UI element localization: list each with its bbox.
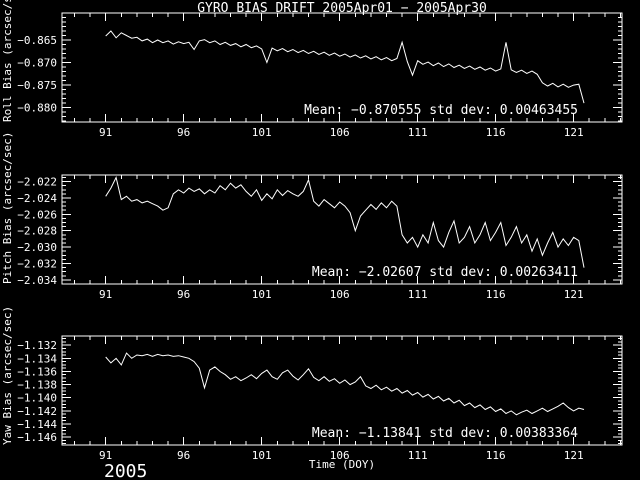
chart-title: GYRO BIAS DRIFT 2005Apr01 − 2005Apr30 (197, 1, 487, 16)
y-tick-label: −1.132 (17, 339, 57, 352)
x-tick-label: 111 (408, 288, 428, 301)
x-tick-label: 91 (99, 126, 112, 139)
x-tick-label: 106 (330, 288, 350, 301)
x-tick-label: 101 (252, 288, 272, 301)
yaw-bias-plot: 91 96 101 106 111 116 121−1.132−1.134−1.136−1.… (17, 335, 623, 462)
pitch-bias-series (105, 176, 585, 268)
y-tick-label: −2.022 (17, 176, 57, 189)
x-tick-label: 91 (99, 449, 112, 462)
x-tick-label: 96 (177, 288, 190, 301)
x-tick-label: 111 (408, 126, 428, 139)
x-tick-label: 121 (564, 288, 584, 301)
y-tick-label: −2.028 (17, 225, 57, 238)
pitch-mean-stats: Mean: −2.02607 std dev: 0.00263411 (311, 265, 578, 280)
x-tick-label: 116 (486, 288, 506, 301)
y-tick-label: −2.030 (17, 241, 57, 254)
y-tick-label: −0.875 (17, 79, 57, 92)
y-tick-label: −1.136 (17, 365, 57, 378)
x-tick-label: 116 (486, 449, 506, 462)
y-tick-label: −1.142 (17, 405, 57, 418)
year-label: 2005 (104, 461, 148, 480)
roll-bias-plot: 91 96 101 106 111 116 121 −0.865 −0.870 −0.875 −0.… (17, 12, 623, 139)
y-tick-label: −1.140 (17, 392, 57, 405)
x-tick-label: 101 (252, 449, 272, 462)
y-tick-label: −2.034 (17, 274, 57, 287)
x-tick-label: 111 (408, 449, 428, 462)
y-tick-label: −2.024 (17, 192, 57, 205)
yaw-mean-stats: Mean: −1.13841 std dev: 0.00383364 (311, 426, 578, 441)
yaw-bias-series (105, 352, 585, 416)
y-tick-label: −1.146 (17, 431, 57, 444)
x-tick-label: 121 (564, 449, 584, 462)
y-tick-label: −0.880 (17, 102, 57, 115)
roll-bias-series (105, 30, 585, 104)
y-tick-label: −2.026 (17, 208, 57, 221)
y-tick-label: −1.134 (17, 352, 57, 365)
x-tick-label: 121 (564, 126, 584, 139)
x-tick-label: 116 (486, 126, 506, 139)
y-tick-label: −0.865 (17, 34, 57, 47)
x-tick-label: 96 (177, 449, 190, 462)
y-tick-label: −2.032 (17, 258, 57, 271)
pitch-bias-plot: 91 96 101 106 111 116 121 −2.022 −2.024 −2.026 −2.… (17, 174, 623, 301)
x-tick-label: 96 (177, 126, 190, 139)
y-tick-label: −1.144 (17, 418, 57, 431)
x-tick-label: 91 (99, 288, 112, 301)
roll-axis-label: Roll Bias (arcsec/sec) (1, 0, 14, 122)
x-tick-label: 106 (330, 449, 350, 462)
x-tick-label: 101 (252, 126, 272, 139)
y-tick-label: −0.870 (17, 57, 57, 70)
x-tick-label: 106 (330, 126, 350, 139)
pitch-axis-label: Pitch Bias (arcsec/sec) (1, 131, 14, 284)
x-axis-label: Time (DOY) (308, 458, 376, 471)
roll-mean-stats: Mean: −0.870555 std dev: 0.00463455 (304, 103, 578, 118)
y-tick-label: −1.138 (17, 379, 57, 392)
yaw-axis-label: Yaw Bias (arcsec/sec) (1, 305, 14, 445)
